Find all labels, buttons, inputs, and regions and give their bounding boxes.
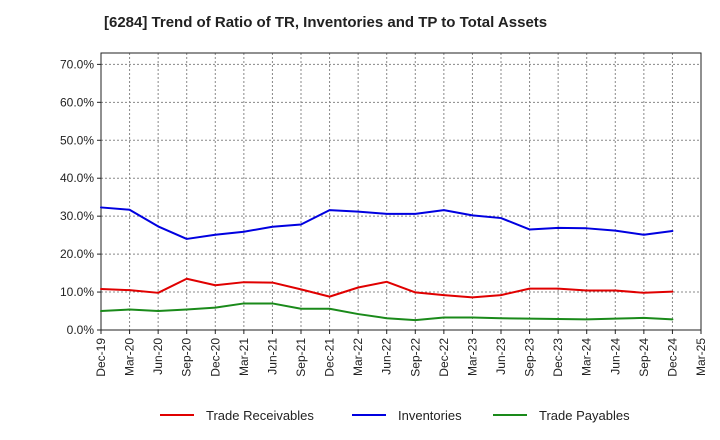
y-tick-label: 30.0%: [60, 209, 94, 223]
x-tick-label: Jun-23: [494, 338, 508, 375]
y-tick-label: 40.0%: [60, 171, 94, 185]
x-tick-label: Jun-22: [380, 338, 394, 375]
legend-label-trade-receivables: Trade Receivables: [206, 407, 314, 423]
x-tick-label: Mar-24: [580, 338, 594, 376]
x-tick-label: Mar-20: [123, 338, 137, 376]
x-tick-label: Dec-24: [665, 338, 679, 377]
y-tick-label: 0.0%: [67, 323, 95, 337]
plot-area: [101, 53, 701, 330]
legend-item-trade-receivables: Trade Receivables: [160, 404, 314, 426]
legend-label-inventories: Inventories: [398, 407, 462, 423]
series-line-trade-payables: [100, 302, 674, 322]
axes-layer: [97, 52, 702, 334]
x-tick-label: Sep-22: [408, 338, 422, 377]
chart-title: [6284] Trend of Ratio of TR, Inventories…: [104, 14, 548, 31]
x-tick-label: Dec-22: [437, 338, 451, 377]
series-line-inventories: [100, 206, 674, 240]
legend: Trade Receivables Inventories Trade Paya…: [0, 404, 720, 426]
x-tick-label: Jun-21: [265, 338, 279, 375]
x-tick-label: Jun-24: [608, 338, 622, 375]
x-tick-label: Sep-23: [523, 338, 537, 377]
legend-swatch-inventories: [352, 414, 386, 416]
x-tick-label: Dec-21: [323, 338, 337, 377]
labels-layer: 0.0% 10.0% 20.0% 30.0% 40.0% 50.0% 60.0% 70.0% D…: [60, 57, 708, 376]
x-tick-label: Jun-20: [151, 338, 165, 375]
x-tick-label: Mar-25: [694, 338, 708, 376]
x-tick-label: Sep-20: [180, 338, 194, 377]
x-tick-label: Mar-22: [351, 338, 365, 376]
legend-label-trade-payables: Trade Payables: [539, 407, 630, 423]
y-tick-label: 50.0%: [60, 133, 94, 147]
x-tick-label: Sep-24: [637, 338, 651, 377]
y-tick-label: 10.0%: [60, 285, 94, 299]
x-tick-label: Mar-23: [465, 338, 479, 376]
x-tick-label: Sep-21: [294, 338, 308, 377]
y-tick-label: 60.0%: [60, 95, 94, 109]
y-tick-label: 20.0%: [60, 247, 94, 261]
x-tick-label: Dec-23: [551, 338, 565, 377]
series-line-trade-receivables: [100, 277, 674, 299]
x-tick-label: Mar-21: [237, 338, 251, 376]
legend-item-inventories: Inventories: [352, 404, 462, 426]
grid-layer: [101, 53, 701, 330]
legend-item-trade-payables: Trade Payables: [493, 404, 630, 426]
x-tick-label: Dec-19: [94, 338, 108, 377]
y-tick-label: 70.0%: [60, 57, 94, 71]
x-tick-label: Dec-20: [208, 338, 222, 377]
legend-swatch-trade-payables: [493, 414, 527, 416]
plot-border: [100, 52, 702, 331]
legend-swatch-trade-receivables: [160, 414, 194, 416]
series-layer: [100, 206, 674, 322]
